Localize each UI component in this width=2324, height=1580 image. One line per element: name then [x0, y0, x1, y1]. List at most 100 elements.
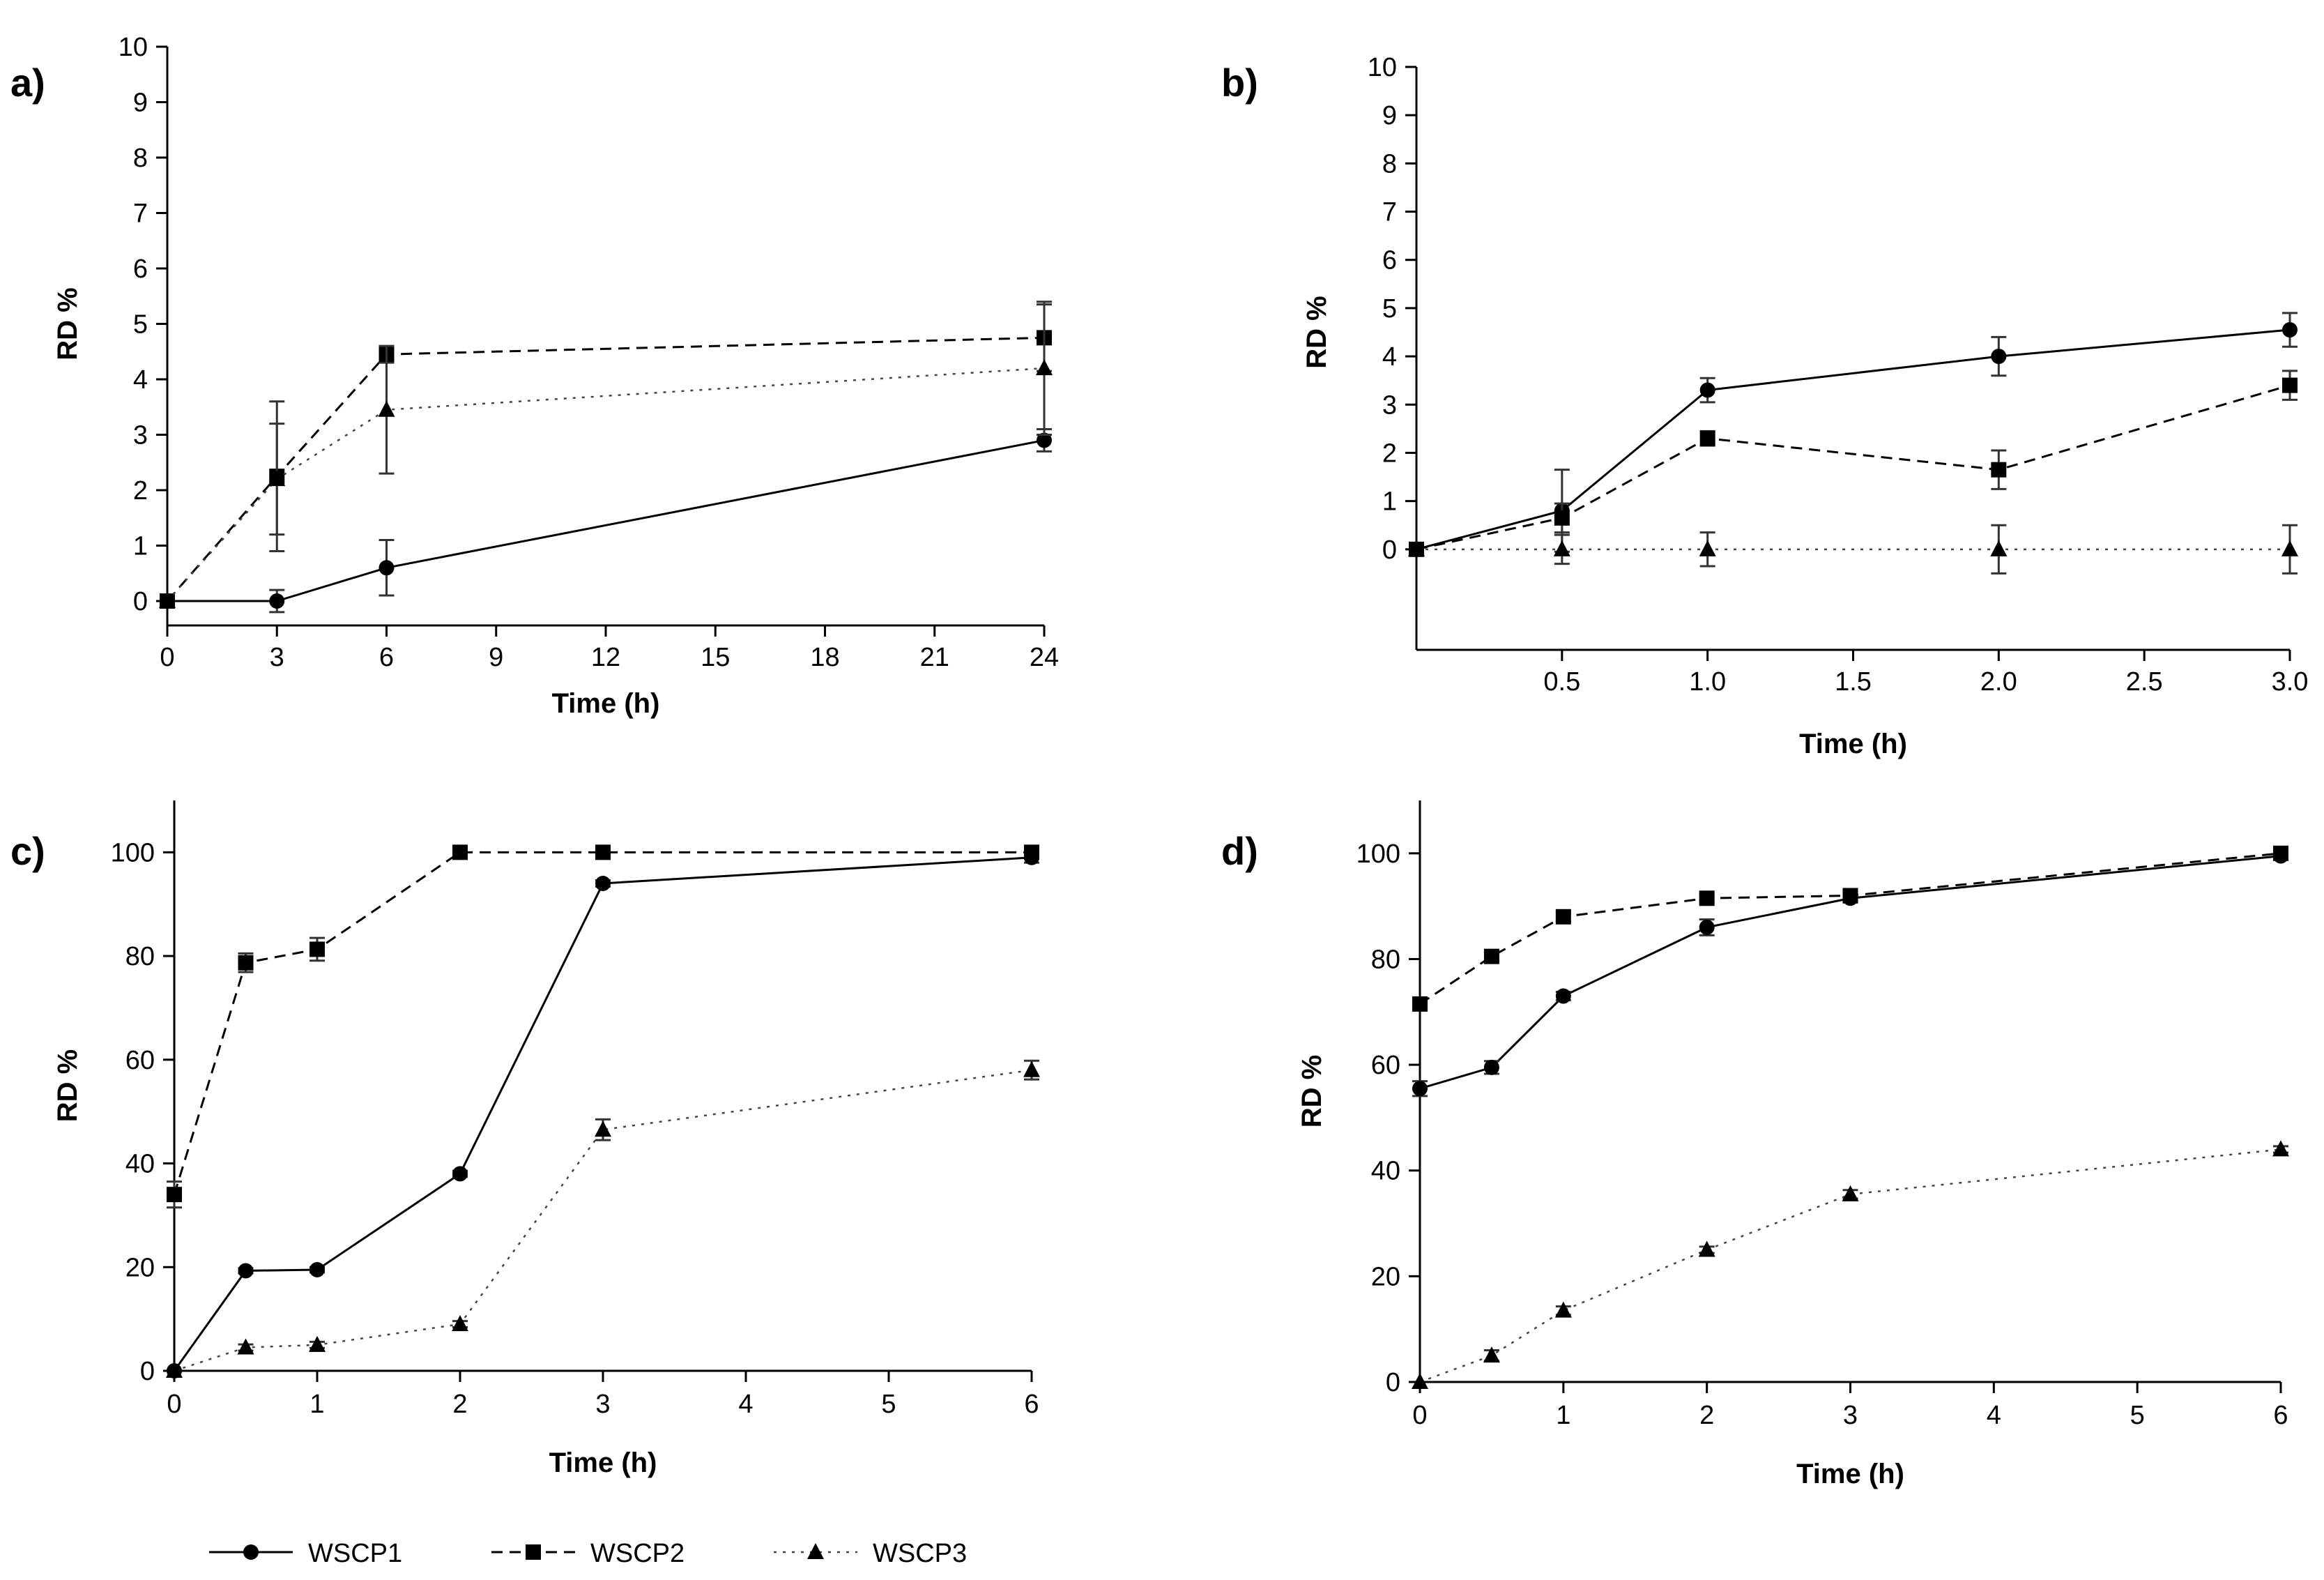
y-tick-label: 1 — [1382, 487, 1397, 517]
series-wscp3 — [1412, 1140, 2289, 1389]
data-point — [452, 1166, 468, 1182]
series-line-wscp2 — [1416, 384, 2291, 551]
data-point — [452, 1315, 468, 1332]
data-point — [238, 955, 254, 971]
y-axis-title: RD % — [52, 1049, 83, 1122]
series-line-wscp1 — [1416, 328, 2291, 551]
y-tick-label: 10 — [119, 33, 148, 62]
series-wscp2 — [1409, 370, 2298, 557]
x-tick-label: 6 — [379, 643, 394, 672]
data-point — [1412, 1081, 1428, 1097]
x-tick-label: 12 — [591, 643, 620, 672]
legend-label: WSCP3 — [873, 1539, 967, 1568]
data-point — [1412, 996, 1428, 1012]
data-point — [1699, 382, 1715, 398]
data-point — [1991, 462, 2007, 478]
legend-marker — [526, 1544, 541, 1560]
series-line-wscp2 — [173, 851, 1032, 1195]
x-tick-label: 4 — [1987, 1401, 2001, 1430]
series-wscp1 — [1409, 312, 2298, 557]
series-wscp3 — [1408, 524, 2298, 575]
chart-panel-3: c) 0 20 40 60 80 100 0 1 2 3 4 5 6 Time (h) RD % — [10, 800, 1040, 1478]
data-point — [1699, 919, 1715, 935]
data-point — [309, 1335, 326, 1352]
y-tick-label: 7 — [1382, 198, 1397, 227]
data-point — [2282, 322, 2298, 338]
data-point — [1024, 844, 1039, 860]
series-wscp1 — [167, 849, 1039, 1378]
x-tick-label: 4 — [738, 1390, 753, 1419]
data-point — [167, 1187, 182, 1203]
y-tick-label: 5 — [133, 310, 148, 340]
y-axis-title: RD % — [52, 287, 83, 360]
y-tick-label: 1 — [133, 532, 148, 561]
data-point — [1555, 909, 1571, 925]
series-line-wscp2 — [166, 336, 1045, 602]
data-point — [1990, 540, 2008, 556]
data-point — [1842, 888, 1858, 904]
x-tick-label: 15 — [701, 643, 730, 672]
legend: WSCP1 WSCP2 WSCP3 — [209, 1539, 967, 1568]
data-point — [1553, 540, 1570, 556]
y-tick-label: 20 — [1371, 1262, 1400, 1291]
x-tick-label: 0 — [1412, 1401, 1427, 1430]
x-axis-title: Time (h) — [552, 688, 660, 719]
data-point — [159, 592, 176, 608]
series-line-wscp1 — [1419, 855, 2281, 1090]
x-tick-label: 2.0 — [1980, 667, 2017, 697]
legend-marker — [807, 1543, 824, 1559]
data-point — [1483, 1346, 1500, 1363]
y-tick-label: 9 — [133, 89, 148, 118]
chart-panel-4: d) 0 20 40 60 80 100 0 1 2 3 4 5 6 Time (h) RD % — [1221, 800, 2289, 1489]
x-tick-label: 3.0 — [2272, 667, 2309, 697]
data-point — [238, 1263, 254, 1279]
x-tick-label: 2.5 — [2126, 667, 2163, 697]
y-tick-label: 4 — [133, 365, 148, 395]
x-axis-title: Time (h) — [1799, 729, 1907, 759]
data-point — [309, 1261, 325, 1277]
y-tick-label: 4 — [1382, 342, 1397, 372]
series-wscp3 — [166, 1059, 1040, 1378]
y-axis-title: RD % — [1297, 1055, 1327, 1127]
series-line-wscp3 — [174, 1069, 1032, 1372]
y-tick-label: 9 — [1382, 101, 1397, 130]
y-tick-label: 80 — [125, 942, 155, 971]
data-point — [1412, 1373, 1428, 1389]
x-tick-label: 0 — [167, 1390, 181, 1419]
y-tick-label: 6 — [1382, 246, 1397, 275]
x-tick-label: 18 — [810, 643, 839, 672]
legend-marker — [243, 1544, 259, 1560]
y-tick-label: 8 — [1382, 149, 1397, 178]
x-tick-label: 5 — [2130, 1401, 2145, 1430]
data-point — [452, 844, 468, 860]
y-tick-label: 80 — [1371, 945, 1400, 974]
panel-label: b) — [1221, 61, 1258, 105]
x-tick-label: 3 — [1843, 1401, 1858, 1430]
y-tick-label: 60 — [125, 1046, 155, 1075]
data-point — [237, 1338, 254, 1355]
y-tick-label: 3 — [133, 421, 148, 450]
series-wscp2 — [160, 303, 1052, 609]
data-point — [2281, 540, 2298, 556]
data-point — [595, 844, 611, 860]
data-point — [309, 941, 325, 957]
data-point — [1698, 1240, 1715, 1257]
data-point — [1554, 1301, 1572, 1318]
y-tick-label: 3 — [1382, 390, 1397, 420]
y-tick-label: 0 — [140, 1357, 155, 1386]
series-wscp2 — [1412, 845, 2288, 1012]
x-tick-label: 9 — [489, 643, 503, 672]
series-line-wscp3 — [167, 367, 1045, 602]
data-point — [1699, 890, 1715, 906]
data-point — [166, 1362, 183, 1378]
data-point — [2273, 845, 2288, 861]
x-tick-label: 1.5 — [1835, 667, 1872, 697]
y-tick-label: 10 — [1368, 53, 1397, 82]
data-point — [1699, 430, 1715, 446]
x-tick-label: 3 — [595, 1390, 610, 1419]
y-tick-label: 40 — [125, 1150, 155, 1179]
series-line-wscp2 — [1419, 852, 2281, 1005]
series-wscp1 — [1412, 848, 2288, 1097]
data-point — [1991, 349, 2007, 365]
